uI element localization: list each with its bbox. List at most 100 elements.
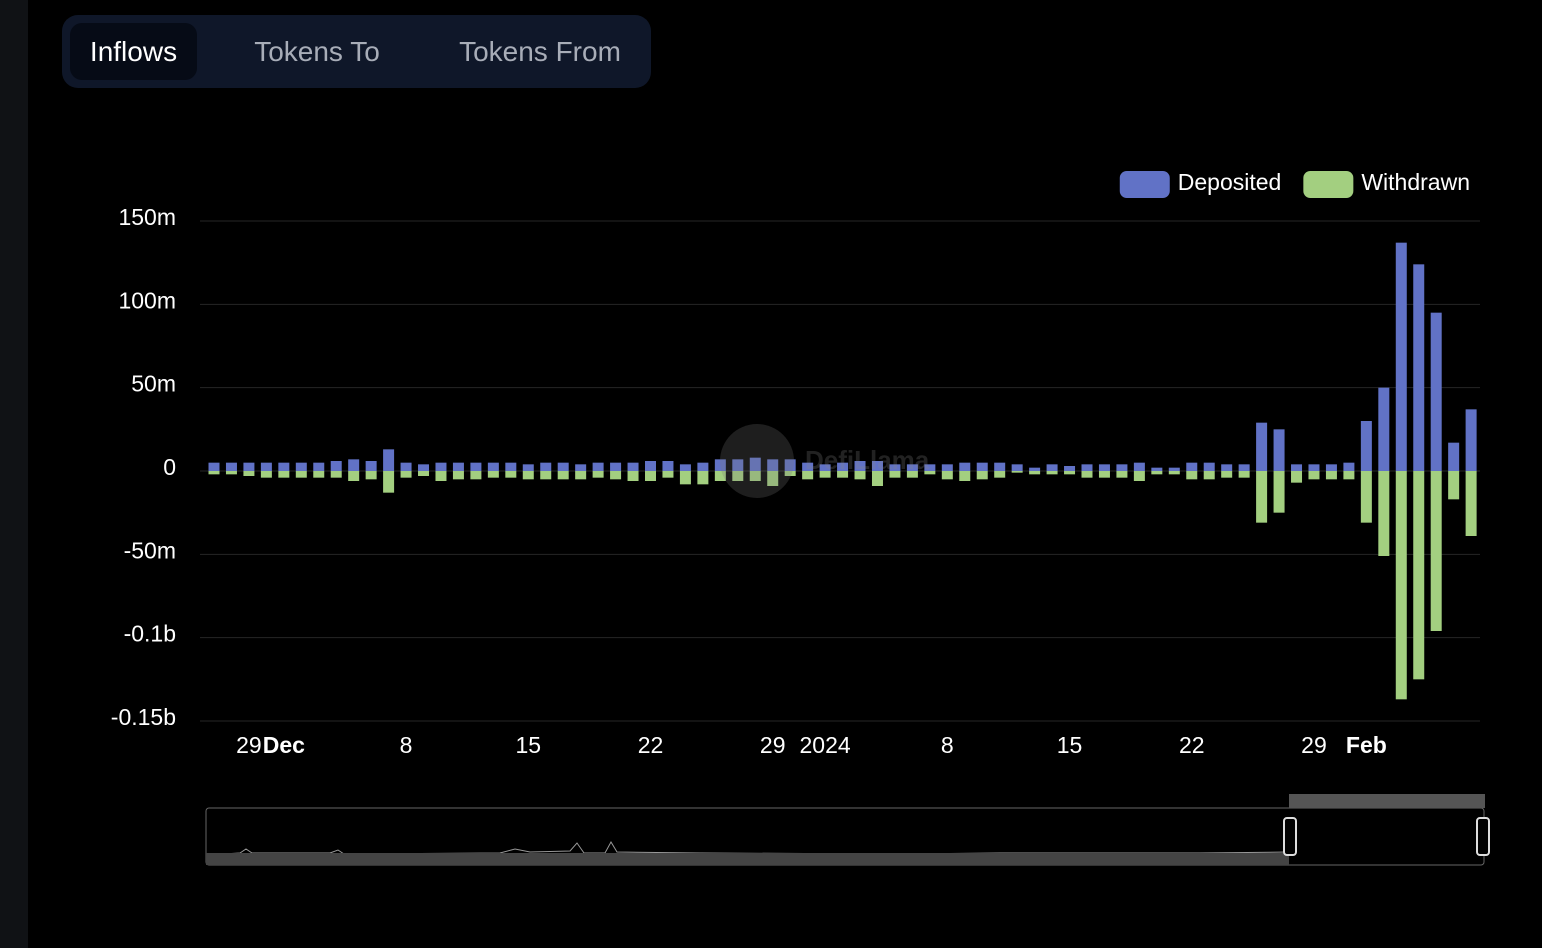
bar: [802, 462, 814, 471]
legend-swatch: [1303, 171, 1354, 198]
bar: [505, 471, 517, 478]
bar: [1203, 471, 1215, 480]
bar: [557, 462, 569, 471]
bar: [1325, 471, 1337, 480]
bar: [540, 471, 552, 480]
x-tick-label: 15: [515, 732, 541, 758]
bar: [470, 462, 482, 471]
bar: [400, 471, 412, 478]
bar: [679, 464, 691, 471]
y-tick-label: 100m: [118, 287, 176, 313]
bar: [1378, 471, 1390, 556]
bar: [819, 471, 831, 478]
bar: [400, 462, 412, 471]
bar: [1430, 312, 1442, 471]
y-tick-label: -50m: [124, 537, 176, 563]
bar: [1168, 467, 1180, 471]
bar: [1133, 471, 1145, 481]
x-tick-label: 29: [760, 732, 786, 758]
bar: [610, 462, 622, 471]
bar: [1081, 464, 1093, 471]
bar: [976, 471, 988, 480]
bar: [1273, 429, 1285, 471]
legend-label: Deposited: [1178, 169, 1282, 195]
bar: [1395, 471, 1407, 700]
bar: [697, 471, 709, 485]
bar: [1378, 387, 1390, 471]
bar: [418, 471, 430, 476]
bar: [627, 471, 639, 481]
bar: [1291, 464, 1303, 471]
bar: [1098, 471, 1110, 478]
watermark-logo: [720, 424, 794, 498]
bar: [1116, 471, 1128, 478]
bar: [522, 471, 534, 480]
bar: [871, 471, 883, 486]
bar: [1116, 464, 1128, 471]
bar: [1308, 464, 1320, 471]
slider-handle-bar[interactable]: [1289, 794, 1485, 808]
bar: [627, 462, 639, 471]
bar: [1395, 242, 1407, 471]
bar: [1256, 422, 1268, 471]
bar: [714, 459, 726, 471]
bar: [1413, 471, 1425, 680]
bar: [1343, 471, 1355, 480]
bar: [610, 471, 622, 480]
bar: [1168, 471, 1180, 475]
bar: [889, 471, 901, 478]
watermark: DefiLlama: [720, 424, 930, 498]
zoom-slider[interactable]: [205, 794, 1490, 866]
bar: [1029, 467, 1041, 471]
bar: [645, 461, 656, 471]
bar: [435, 471, 447, 481]
bar: [1325, 464, 1337, 471]
bar: [1046, 471, 1058, 475]
bar: [994, 462, 1006, 471]
bar: [1360, 471, 1372, 523]
x-tick-label: 22: [1179, 732, 1205, 758]
tab[interactable]: Tokens To: [254, 36, 380, 67]
slider-handle[interactable]: [1476, 817, 1490, 856]
sidebar: [0, 0, 28, 948]
bar: [1238, 464, 1250, 471]
bar: [1256, 471, 1268, 523]
bar: [767, 459, 779, 471]
tab[interactable]: Tokens From: [459, 36, 621, 67]
bar: [260, 462, 272, 471]
bar: [1308, 471, 1320, 480]
slider-handle[interactable]: [1283, 817, 1297, 856]
slider-area: [206, 853, 1289, 865]
bar: [557, 471, 569, 480]
bar: [1430, 471, 1442, 631]
y-tick-label: 150m: [118, 204, 176, 230]
bar: [1360, 421, 1372, 471]
bar: [487, 462, 499, 471]
bar: [435, 462, 447, 471]
bar: [383, 471, 395, 493]
bar: [540, 462, 552, 471]
bar: [1081, 471, 1093, 478]
bar: [470, 471, 482, 480]
bar: [854, 471, 866, 480]
bar: [941, 464, 953, 471]
y-tick-label: -0.1b: [124, 621, 176, 647]
bar: [1151, 471, 1163, 475]
bar: [749, 471, 761, 481]
tab[interactable]: Inflows: [70, 23, 197, 80]
bar: [1273, 471, 1285, 513]
bar: [732, 471, 744, 481]
bar: [1238, 471, 1250, 478]
bar: [1448, 471, 1460, 500]
bar: [749, 457, 761, 471]
bar: [348, 471, 360, 481]
bar: [1465, 471, 1477, 536]
bar: [924, 471, 936, 475]
y-tick-label: 0: [163, 454, 176, 480]
bar: [697, 462, 709, 471]
watermark-text: DefiLlama: [805, 445, 930, 475]
bar: [1064, 466, 1076, 471]
bar: [313, 471, 325, 478]
bar: [1029, 471, 1041, 475]
